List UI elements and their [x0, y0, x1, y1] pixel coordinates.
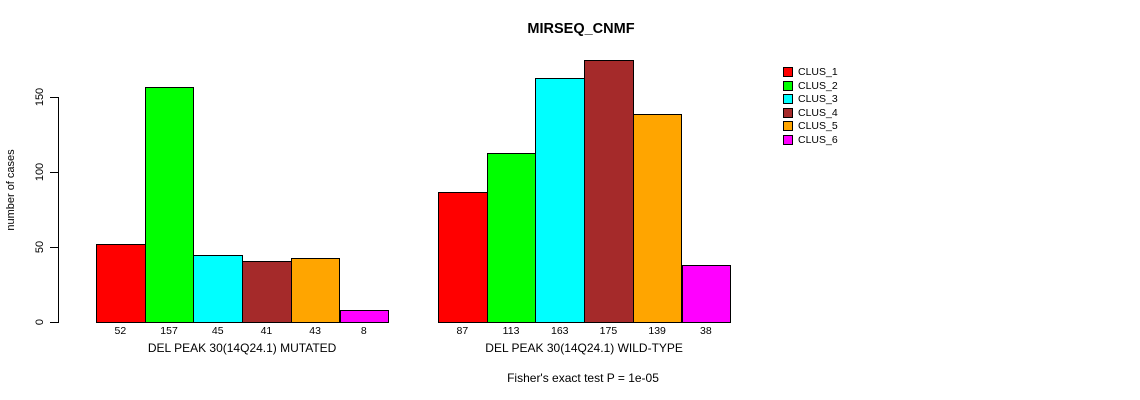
- legend-item-clus_2: CLUS_2: [783, 80, 838, 92]
- y-axis-tick-label: 0: [34, 318, 46, 326]
- y-axis-tick: [50, 171, 58, 173]
- legend-swatch-icon: [783, 94, 793, 104]
- bar-clus_2-mutated: [144, 86, 195, 323]
- legend-label: CLUS_2: [798, 79, 838, 92]
- bar-clus_4-mutated: [242, 260, 292, 323]
- legend-swatch-icon: [783, 134, 793, 145]
- bar-value-label: 38: [700, 325, 712, 337]
- bar-clus_1-mutated: [96, 244, 146, 323]
- y-axis-tick: [50, 96, 58, 98]
- bar-value-label: 113: [502, 325, 520, 337]
- legend-swatch-icon: [783, 121, 793, 131]
- legend-label: CLUS_6: [798, 133, 838, 146]
- legend-swatch-icon: [783, 107, 793, 118]
- legend-item-clus_1: CLUS_1: [783, 66, 838, 78]
- legend-item-clus_3: CLUS_3: [783, 93, 838, 105]
- bar-clus_5-wild-type: [632, 113, 683, 323]
- bar-value-label: 157: [160, 325, 178, 337]
- bar-clus_3-mutated: [193, 254, 244, 323]
- bar-clus_2-wild-type: [486, 152, 537, 323]
- chart-title: MIRSEQ_CNMF: [527, 21, 635, 37]
- legend-label: CLUS_3: [798, 93, 838, 105]
- bar-value-label: 175: [599, 325, 618, 337]
- bar-clus_6-wild-type: [681, 265, 732, 323]
- bar-clus_5-mutated: [290, 257, 341, 323]
- bar-value-label: 139: [648, 325, 666, 337]
- legend-swatch-icon: [783, 80, 793, 91]
- group-label-wild-type: DEL PEAK 30(14Q24.1) WILD-TYPE: [485, 341, 683, 355]
- bar-value-label: 163: [550, 325, 569, 337]
- y-axis-tick: [50, 246, 58, 248]
- legend-label: CLUS_1: [798, 66, 838, 78]
- y-axis-tick-label: 150: [34, 87, 46, 107]
- y-axis-tick-label: 100: [34, 162, 46, 182]
- y-axis-line: [58, 97, 59, 323]
- legend-item-clus_4: CLUS_4: [783, 107, 838, 119]
- y-axis-tick: [50, 321, 58, 323]
- legend-label: CLUS_5: [798, 120, 838, 132]
- bar-clus_3-wild-type: [535, 77, 586, 323]
- legend-item-clus_5: CLUS_5: [783, 120, 838, 132]
- y-axis-tick-label: 50: [34, 240, 46, 254]
- bar-value-label: 52: [114, 325, 127, 337]
- bar-value-label: 41: [260, 325, 273, 337]
- bar-value-label: 87: [456, 325, 469, 337]
- bar-value-label: 45: [211, 325, 224, 337]
- bar-clus_4-wild-type: [584, 59, 634, 323]
- legend-label: CLUS_4: [798, 106, 838, 119]
- bar-clus_1-wild-type: [438, 191, 488, 323]
- group-label-mutated: DEL PEAK 30(14Q24.1) MUTATED: [147, 341, 337, 355]
- fisher-test-annotation: Fisher's exact test P = 1e-05: [507, 371, 659, 385]
- bar-value-label: 43: [309, 325, 321, 337]
- bar-value-label: 8: [360, 325, 367, 337]
- y-axis-label: number of cases: [5, 149, 17, 231]
- legend-item-clus_6: CLUS_6: [783, 134, 838, 146]
- legend-swatch-icon: [783, 67, 793, 77]
- bar-clus_6-mutated: [339, 310, 390, 323]
